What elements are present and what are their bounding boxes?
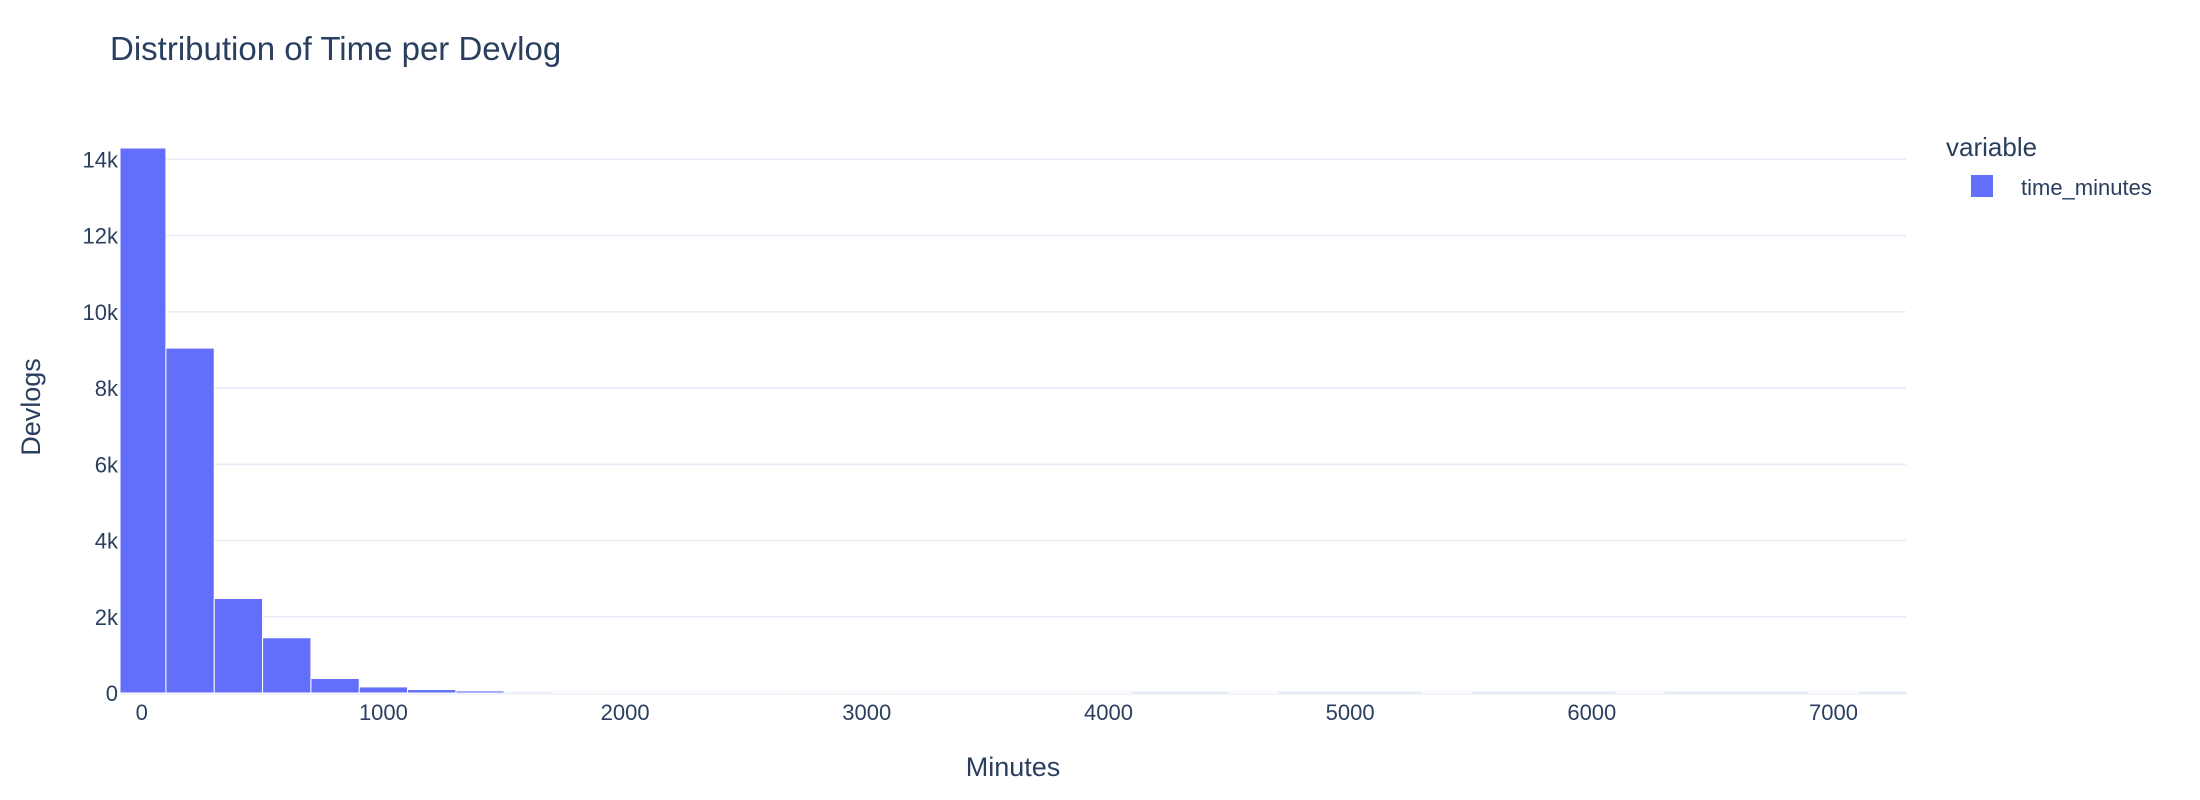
y-tick-label: 0 bbox=[106, 681, 118, 706]
histogram-bar[interactable] bbox=[890, 691, 940, 694]
histogram-bar[interactable] bbox=[1808, 691, 1859, 694]
y-axis-ticks: 0 2k 4k 6k 8k 10k 12k 14k bbox=[83, 147, 119, 706]
y-tick-label: 8k bbox=[95, 376, 119, 401]
histogram-bar[interactable] bbox=[987, 691, 1037, 694]
x-tick-label: 1000 bbox=[359, 700, 408, 725]
x-axis-ticks: 0 1000 2000 3000 4000 5000 6000 7000 bbox=[136, 700, 1858, 725]
histogram-bar[interactable] bbox=[745, 691, 795, 694]
histogram-bar[interactable] bbox=[1035, 691, 1085, 694]
x-tick-label: 4000 bbox=[1084, 700, 1133, 725]
y-tick-label: 4k bbox=[95, 529, 119, 554]
histogram-bar[interactable] bbox=[552, 691, 602, 694]
histogram-bars bbox=[119, 147, 1859, 694]
x-axis-title: Minutes bbox=[966, 752, 1061, 782]
histogram-bar[interactable] bbox=[455, 690, 505, 694]
legend-label-time-minutes[interactable]: time_minutes bbox=[2021, 175, 2152, 200]
y-tick-label: 6k bbox=[95, 452, 119, 477]
x-tick-label: 0 bbox=[136, 700, 148, 725]
histogram-bar[interactable] bbox=[793, 691, 844, 694]
chart-title: Distribution of Time per Devlog bbox=[110, 30, 561, 67]
x-tick-label: 6000 bbox=[1567, 700, 1616, 725]
y-tick-label: 10k bbox=[83, 300, 119, 325]
x-tick-label: 3000 bbox=[842, 700, 891, 725]
histogram-bar[interactable] bbox=[600, 691, 650, 694]
histogram-bar[interactable] bbox=[262, 637, 312, 694]
x-tick-label: 2000 bbox=[601, 700, 650, 725]
histogram-bar[interactable] bbox=[407, 689, 457, 694]
legend-swatch-time-minutes[interactable] bbox=[1971, 175, 1993, 197]
histogram-bar[interactable] bbox=[697, 691, 747, 694]
legend-title: variable bbox=[1946, 132, 2037, 162]
histogram-bar[interactable] bbox=[1615, 691, 1665, 694]
histogram-bar[interactable] bbox=[503, 691, 554, 694]
gridlines bbox=[120, 158, 1906, 695]
histogram-bar[interactable] bbox=[842, 691, 892, 694]
legend: variable time_minutes bbox=[1946, 132, 2152, 200]
y-tick-label: 2k bbox=[95, 605, 119, 630]
y-axis-title: Devlogs bbox=[16, 358, 46, 456]
y-tick-label: 14k bbox=[83, 147, 119, 172]
histogram-bar[interactable] bbox=[1422, 691, 1472, 694]
histogram-bar[interactable] bbox=[648, 691, 699, 694]
histogram-bar[interactable] bbox=[938, 691, 989, 694]
histogram-bar[interactable] bbox=[119, 147, 167, 694]
histogram-bar[interactable] bbox=[358, 686, 409, 694]
histogram-bar[interactable] bbox=[1083, 691, 1134, 694]
histogram-bar[interactable] bbox=[213, 597, 264, 694]
y-tick-label: 12k bbox=[83, 224, 119, 249]
histogram-bar[interactable] bbox=[1228, 691, 1279, 694]
x-tick-label: 5000 bbox=[1326, 700, 1375, 725]
x-tick-label: 7000 bbox=[1809, 700, 1858, 725]
histogram-bar[interactable] bbox=[165, 347, 215, 694]
histogram-bar[interactable] bbox=[310, 678, 360, 694]
